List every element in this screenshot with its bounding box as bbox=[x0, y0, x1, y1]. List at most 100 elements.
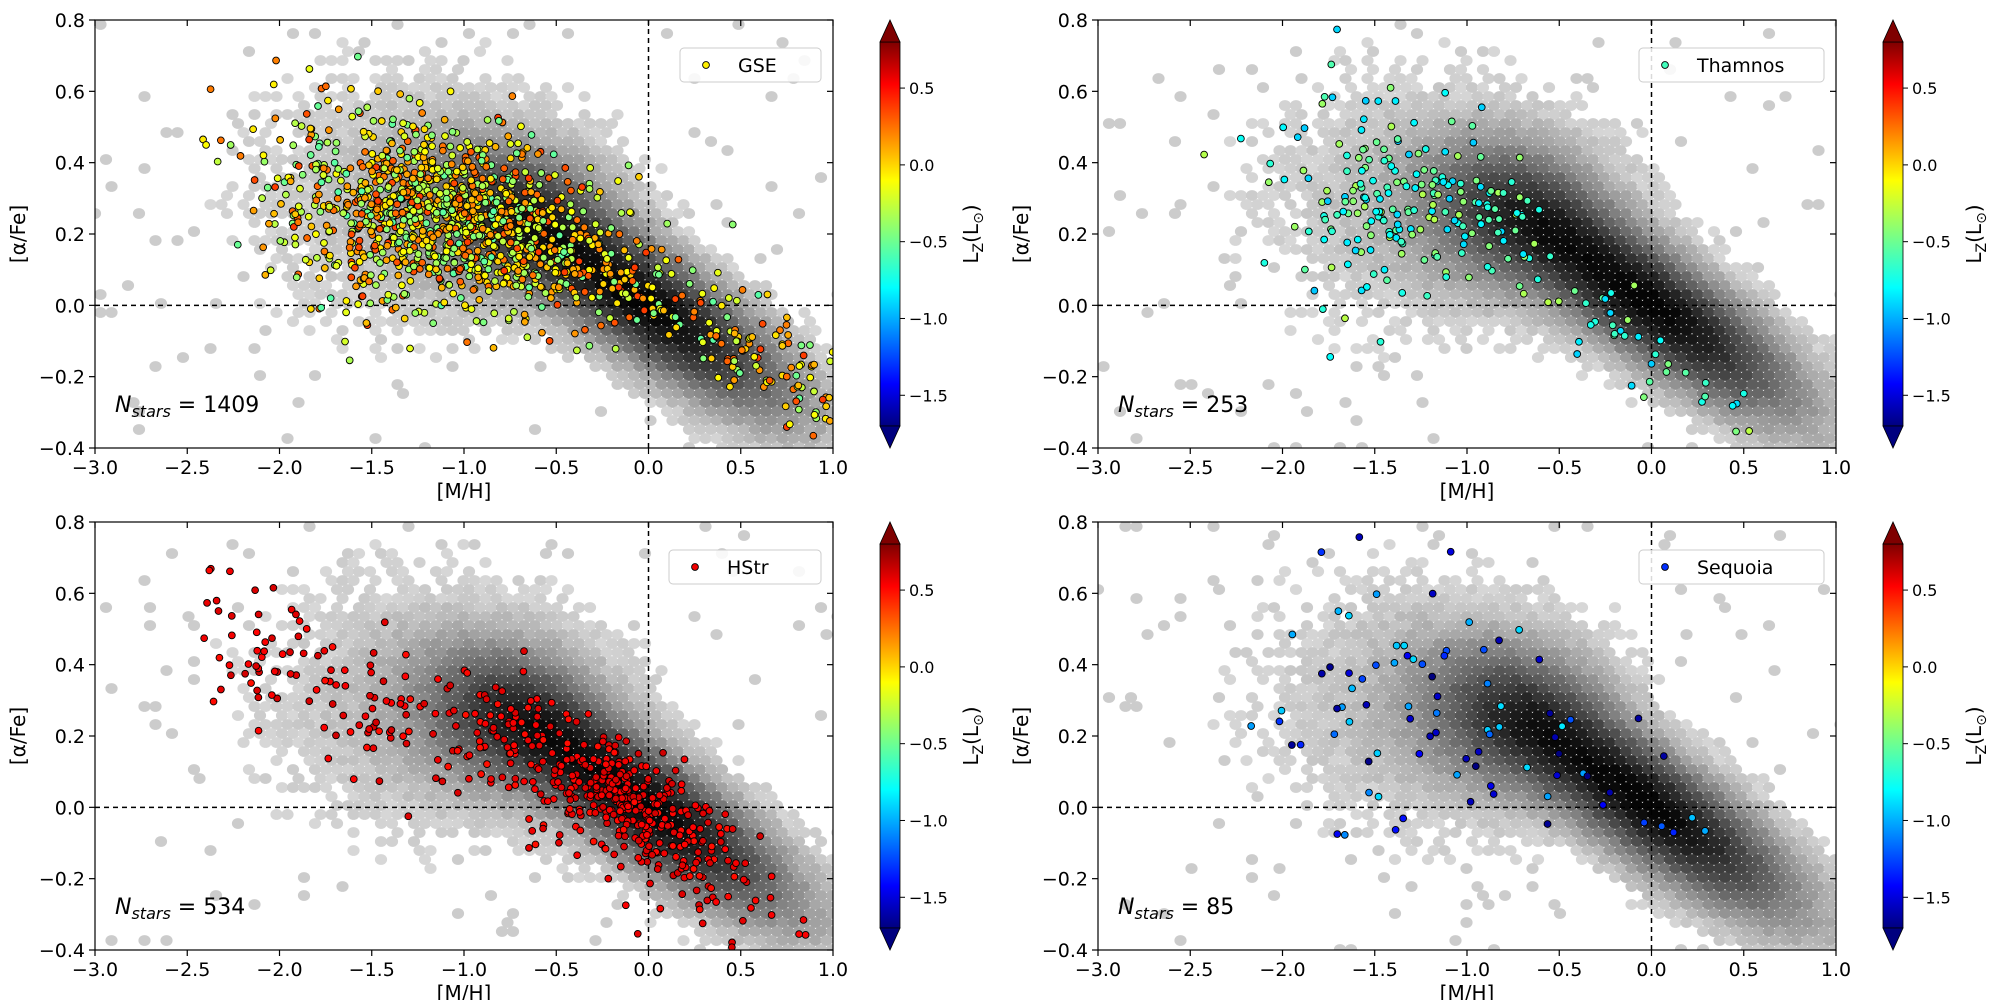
density-cell bbox=[820, 379, 833, 390]
density-cell bbox=[693, 244, 707, 255]
density-cell bbox=[1427, 109, 1440, 120]
density-cell bbox=[440, 316, 454, 327]
density-cell bbox=[1652, 298, 1666, 309]
data-point bbox=[1477, 220, 1485, 228]
density-cell bbox=[286, 620, 300, 631]
density-cell bbox=[1229, 235, 1242, 246]
data-point bbox=[355, 258, 364, 266]
density-cell bbox=[1779, 307, 1792, 318]
density-cell bbox=[473, 602, 487, 613]
y-tick-label: 0.8 bbox=[55, 10, 85, 32]
density-cell bbox=[1102, 226, 1116, 237]
density-cell bbox=[1201, 388, 1215, 399]
density-cell bbox=[644, 379, 657, 390]
density-cell bbox=[1751, 442, 1765, 448]
density-cell bbox=[407, 136, 421, 147]
data-point bbox=[352, 282, 360, 291]
density-cell bbox=[1575, 154, 1589, 165]
data-point bbox=[1339, 207, 1348, 216]
density-cell bbox=[550, 334, 564, 345]
data-point bbox=[647, 294, 655, 303]
density-cell bbox=[1328, 235, 1341, 246]
density-cell bbox=[594, 118, 608, 129]
density-cell bbox=[1625, 361, 1638, 372]
density-cell bbox=[1361, 307, 1374, 318]
density-cell bbox=[402, 575, 415, 586]
density-cell bbox=[330, 298, 344, 309]
data-point bbox=[418, 226, 427, 235]
density-cell bbox=[457, 593, 470, 604]
density-cell bbox=[715, 424, 729, 435]
data-point bbox=[640, 306, 649, 315]
density-cell bbox=[1531, 136, 1545, 147]
colorbar-gradient bbox=[879, 41, 901, 427]
density-cell bbox=[704, 136, 718, 147]
density-cell bbox=[413, 343, 426, 354]
density-cell bbox=[1509, 298, 1523, 309]
density-cell bbox=[1702, 307, 1715, 318]
density-cell bbox=[1454, 280, 1468, 291]
legend-marker bbox=[702, 61, 710, 69]
density-cell bbox=[1751, 406, 1765, 417]
density-cell bbox=[1625, 181, 1638, 192]
density-cell bbox=[1570, 163, 1583, 174]
density-cell bbox=[682, 352, 696, 363]
density-cell bbox=[495, 602, 509, 613]
density-cell bbox=[314, 289, 327, 300]
data-point bbox=[1627, 381, 1636, 390]
density-cell bbox=[748, 442, 762, 448]
density-cell bbox=[1498, 100, 1512, 111]
x-tick-label: −0.5 bbox=[1536, 457, 1582, 479]
density-cell bbox=[1652, 370, 1666, 381]
density-cell bbox=[468, 343, 481, 354]
data-point bbox=[491, 221, 500, 229]
data-point bbox=[1469, 138, 1478, 147]
density-cell bbox=[1515, 325, 1528, 336]
density-cell bbox=[325, 575, 338, 586]
density-cell bbox=[1619, 244, 1633, 255]
data-point bbox=[663, 219, 672, 228]
data-point bbox=[1349, 197, 1358, 206]
data-point bbox=[439, 146, 447, 155]
data-point bbox=[445, 281, 454, 289]
data-point bbox=[1361, 193, 1369, 202]
density-cell bbox=[501, 73, 514, 84]
data-point bbox=[354, 107, 363, 116]
density-cell bbox=[1245, 136, 1259, 147]
density-cell bbox=[1636, 217, 1649, 228]
density-cell bbox=[1405, 289, 1418, 300]
density-cell bbox=[1614, 271, 1627, 282]
density-cell bbox=[1504, 163, 1517, 174]
density-cell bbox=[1806, 388, 1820, 399]
density-cell bbox=[1482, 127, 1495, 138]
density-cell bbox=[583, 136, 597, 147]
density-cell bbox=[1383, 109, 1396, 120]
density-cell bbox=[572, 154, 586, 165]
density-cell bbox=[1377, 352, 1391, 363]
density-cell bbox=[1669, 217, 1682, 228]
data-point bbox=[624, 161, 633, 170]
density-cell bbox=[534, 361, 547, 372]
density-cell bbox=[1289, 118, 1303, 129]
panel-2: −3.0 −2.5 −2.0 −1.5 −1.0 −0.5 0.0 0.5 1.0−0.4−0.… bbox=[1009, 10, 1990, 503]
data-point bbox=[1326, 353, 1335, 361]
density-cell bbox=[1669, 289, 1682, 300]
density-cell bbox=[1443, 154, 1457, 165]
data-point bbox=[339, 209, 348, 218]
density-cell bbox=[1674, 406, 1688, 417]
density-cell bbox=[594, 406, 608, 417]
density-cell bbox=[528, 136, 542, 147]
density-cell bbox=[457, 683, 470, 694]
density-cell bbox=[457, 325, 470, 336]
density-cell bbox=[1696, 352, 1710, 363]
density-cell bbox=[1757, 415, 1770, 426]
data-point bbox=[1321, 215, 1329, 224]
data-point bbox=[1519, 289, 1528, 298]
data-point bbox=[551, 171, 559, 179]
data-point bbox=[331, 147, 340, 156]
data-point bbox=[665, 330, 673, 339]
density-cell bbox=[1267, 190, 1281, 201]
density-cell bbox=[1603, 127, 1616, 138]
density-cell bbox=[248, 217, 261, 228]
data-point bbox=[272, 56, 280, 65]
